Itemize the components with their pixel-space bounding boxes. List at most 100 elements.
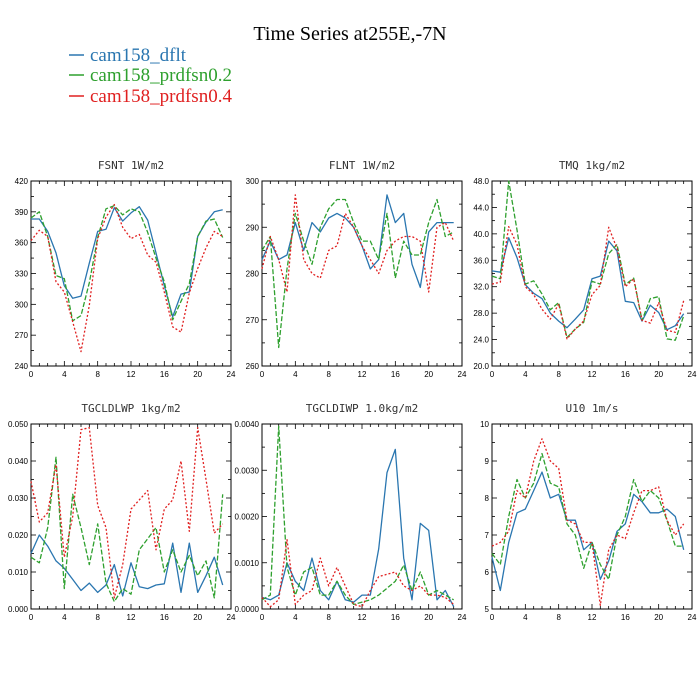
x-tick-label: 24 — [227, 613, 236, 622]
panel-fsnt: FSNT 1W/m2 0 4 8 12 16 20 24 240 270 300 330 360 390 4… — [15, 159, 236, 379]
x-tick-label: 4 — [293, 370, 298, 379]
x-tick-label: 16 — [621, 370, 630, 379]
series-line-cam158-prdfsn0-4 — [30, 203, 224, 353]
x-tick-label: 8 — [326, 370, 331, 379]
x-tick-label: 20 — [424, 613, 433, 622]
y-tick-label: 390 — [15, 208, 29, 217]
y-tick-label: 0.050 — [8, 420, 29, 429]
y-tick-label: 0.020 — [8, 531, 29, 540]
x-tick-label: 0 — [29, 370, 34, 379]
y-tick-label: 5 — [485, 605, 490, 614]
x-tick-label: 12 — [358, 370, 367, 379]
x-tick-label: 12 — [127, 370, 136, 379]
y-tick-label: 0.010 — [8, 568, 29, 577]
plot-frame — [261, 423, 463, 610]
y-tick-label: 330 — [15, 270, 29, 279]
x-tick-label: 8 — [95, 613, 100, 622]
x-tick-label: 0 — [260, 370, 265, 379]
y-tick-label: 36.0 — [473, 256, 489, 265]
y-tick-label: 32.0 — [473, 283, 489, 292]
panels: FSNT 1W/m20 4 8 12 16 20 242402703003303603904… — [8, 159, 697, 622]
y-tick-label: 48.0 — [473, 177, 489, 186]
y-tick-label: 0.0030 — [235, 466, 260, 475]
x-tick-label: 4 — [523, 370, 528, 379]
panel-tgcldlwp: TGCLDLWP 1kg/m2 0 4 8 12 16 20 24 0.000 0.010 0.02… — [8, 402, 236, 622]
y-tick-label: 6 — [485, 568, 490, 577]
y-tick-label: 28.0 — [473, 309, 489, 318]
x-tick-label: 16 — [160, 370, 169, 379]
y-tick-label: 280 — [246, 270, 260, 279]
series-line-cam158-dflt — [261, 448, 455, 607]
x-tick-label: 20 — [193, 370, 202, 379]
panel-title: TMQ 1kg/m2 — [559, 159, 625, 172]
x-tick-label: 8 — [95, 370, 100, 379]
x-tick-label: 4 — [523, 613, 528, 622]
x-tick-label: 24 — [458, 613, 467, 622]
legend-label-prdfsn02: cam158_prdfsn0.2 — [90, 65, 232, 86]
legend: cam158_dflt cam158_prdfsn0.2 cam158_prdf… — [69, 45, 232, 107]
y-tick-label: 260 — [246, 362, 260, 371]
panel-title: U10 1m/s — [566, 402, 619, 415]
x-tick-label: 24 — [227, 370, 236, 379]
y-tick-label: 0.0020 — [235, 513, 260, 522]
y-tick-label: 8 — [485, 494, 490, 503]
panel-title: FLNT 1W/m2 — [329, 159, 395, 172]
y-tick-label: 9 — [485, 457, 490, 466]
x-tick-label: 16 — [160, 613, 169, 622]
panel-title: TGCLDLWP 1kg/m2 — [81, 402, 180, 415]
y-tick-label: 290 — [246, 223, 260, 232]
plot-frame — [261, 180, 463, 367]
series-line-cam158-prdfsn0-4 — [261, 194, 455, 293]
panel-flnt: FLNT 1W/m2 0 4 8 12 16 20 24 260 270 280 290 300 — [246, 159, 467, 379]
series-line-cam158-dflt — [31, 206, 223, 318]
y-tick-label: 0.040 — [8, 457, 29, 466]
series-line-cam158-prdfsn0-2 — [261, 425, 455, 606]
figure-title: Time Series at255E,-7N — [253, 23, 446, 45]
x-tick-label: 20 — [654, 613, 663, 622]
y-tick-label: 270 — [246, 316, 260, 325]
panel-u10: U10 1m/s 0 4 8 12 16 20 24 5 6 7 8 9 10 — [480, 402, 697, 622]
y-tick-label: 300 — [15, 300, 29, 309]
series-line-cam158-prdfsn0-2 — [491, 452, 684, 581]
series-line-cam158-prdfsn0-2 — [30, 456, 224, 603]
plot-frame — [491, 423, 693, 610]
x-tick-label: 20 — [193, 613, 202, 622]
x-tick-label: 8 — [556, 613, 561, 622]
x-tick-label: 24 — [688, 370, 697, 379]
y-tick-label: 0.000 — [8, 605, 29, 614]
series-line-cam158-prdfsn0-2 — [491, 180, 685, 341]
y-tick-label: 24.0 — [473, 336, 489, 345]
y-tick-label: 10 — [480, 420, 489, 429]
y-tick-label: 0.0040 — [235, 420, 260, 429]
x-tick-label: 4 — [293, 613, 298, 622]
y-tick-label: 0.0010 — [235, 559, 260, 568]
y-tick-label: 240 — [15, 362, 29, 371]
x-tick-label: 4 — [62, 370, 67, 379]
x-tick-label: 24 — [688, 613, 697, 622]
x-tick-label: 4 — [62, 613, 67, 622]
x-tick-label: 8 — [326, 613, 331, 622]
series-line-cam158-prdfsn0-2 — [30, 205, 224, 322]
panel-title: FSNT 1W/m2 — [98, 159, 164, 172]
y-tick-label: 420 — [15, 177, 29, 186]
y-tick-label: 0.030 — [8, 494, 29, 503]
x-tick-label: 16 — [391, 370, 400, 379]
y-tick-label: 0.0000 — [235, 605, 260, 614]
y-tick-label: 360 — [15, 239, 29, 248]
legend-label-dflt: cam158_dflt — [90, 45, 187, 66]
x-tick-label: 20 — [424, 370, 433, 379]
panel-title: TGCLDIWP 1.0kg/m2 — [306, 402, 419, 415]
x-tick-label: 24 — [458, 370, 467, 379]
y-tick-label: 300 — [246, 177, 260, 186]
series-line-cam158-prdfsn0-4 — [30, 427, 224, 599]
series-line-cam158-prdfsn0-4 — [491, 438, 685, 606]
x-tick-label: 16 — [621, 613, 630, 622]
x-tick-label: 8 — [556, 370, 561, 379]
x-tick-label: 0 — [260, 613, 265, 622]
panel-tmq: TMQ 1kg/m2 0 4 8 12 16 20 24 20.0 24.0 28.0 32.0 36.… — [473, 159, 697, 379]
y-tick-label: 270 — [15, 331, 29, 340]
y-tick-label: 7 — [485, 531, 490, 540]
panel-tgcldiwp: TGCLDIWP 1.0kg/m2 0 4 8 12 16 20 24 0.0000 0.0010… — [235, 402, 467, 622]
x-tick-label: 12 — [588, 370, 597, 379]
